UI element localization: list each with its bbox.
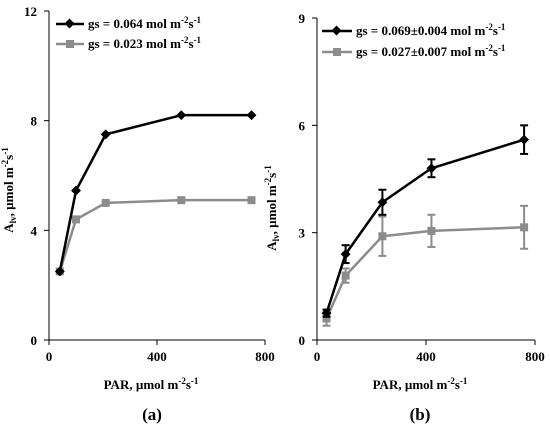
data-point-square (520, 223, 529, 232)
legend-label-series2: gs = 0.023 mol m-2s-1 (88, 35, 202, 51)
data-point-diamond (377, 197, 388, 208)
data-point-square (378, 232, 387, 241)
x-tick-label: 400 (416, 349, 436, 364)
data-point-square (177, 196, 186, 205)
legend-label-series1: gs = 0.069±0.004 mol m-2s-1 (356, 22, 506, 38)
legend-diamond-marker (64, 18, 75, 29)
x-tick-label: 0 (46, 349, 53, 364)
chart-panel-b: 0 3 6 9 0 400 800 gs = 0.069±0.004 mol m-2s-1 … (263, 11, 545, 424)
y-tick-label: 0 (299, 333, 306, 348)
data-point-square (72, 215, 80, 224)
x-tick-label: 0 (314, 349, 321, 364)
y-tick-label: 3 (299, 226, 306, 241)
data-point-square (427, 226, 436, 235)
tick-group: 0 3 6 9 0 400 800 (299, 11, 545, 364)
legend: gs = 0.069±0.004 mol m-2s-1 gs = 0.027±0… (322, 22, 506, 59)
y-tick-label: 6 (299, 118, 306, 133)
x-axis-label: PAR, µmol m-2s-1 (104, 376, 199, 392)
data-point-diamond (71, 185, 81, 196)
data-point-diamond (246, 110, 257, 121)
series-line (58, 113, 252, 272)
panel-caption: (b) (410, 405, 431, 424)
series-layer (54, 110, 257, 277)
data-point-diamond (321, 308, 332, 319)
data-point-square (341, 271, 350, 280)
data-point-diamond (100, 129, 111, 140)
chart-panel-a: 0 4 8 12 0 400 800 gs = 0.064 mol m-2s-1 gs = … (0, 4, 275, 424)
legend: gs = 0.064 mol m-2s-1 gs = 0.023 mol m-2… (56, 15, 202, 51)
data-point-diamond (519, 134, 530, 145)
series-layer (321, 124, 530, 327)
legend-label-series2: gs = 0.027±0.007 mol m-2s-1 (356, 43, 506, 59)
x-tick-label: 800 (525, 349, 545, 364)
y-axis-label: Alv, µmol m-2s-1 (263, 165, 281, 251)
series-line (325, 138, 525, 314)
data-point-square (101, 198, 110, 207)
legend-square-marker (66, 40, 74, 48)
data-point-diamond (426, 163, 437, 174)
x-tick-label: 400 (147, 349, 167, 364)
series-line (58, 198, 252, 272)
tick-group: 0 4 8 12 0 400 800 (24, 4, 275, 364)
legend-label-series1: gs = 0.064 mol m-2s-1 (88, 15, 202, 31)
x-axis-label: PAR, µmol m-2s-1 (373, 376, 468, 392)
y-tick-label: 12 (24, 4, 37, 19)
y-tick-label: 9 (299, 11, 306, 26)
legend-diamond-marker (331, 25, 342, 36)
data-point-diamond (176, 110, 187, 121)
y-tick-label: 0 (31, 333, 38, 348)
panel-caption: (a) (142, 405, 162, 424)
data-point-square (247, 196, 256, 205)
y-axis-label: Alv, µmol m-2s-1 (0, 147, 18, 233)
x-tick-label: 800 (255, 349, 275, 364)
y-tick-label: 8 (31, 114, 38, 129)
data-point-square (322, 314, 331, 323)
data-point-diamond (340, 249, 351, 260)
legend-square-marker (333, 48, 341, 56)
y-tick-label: 4 (31, 223, 38, 238)
